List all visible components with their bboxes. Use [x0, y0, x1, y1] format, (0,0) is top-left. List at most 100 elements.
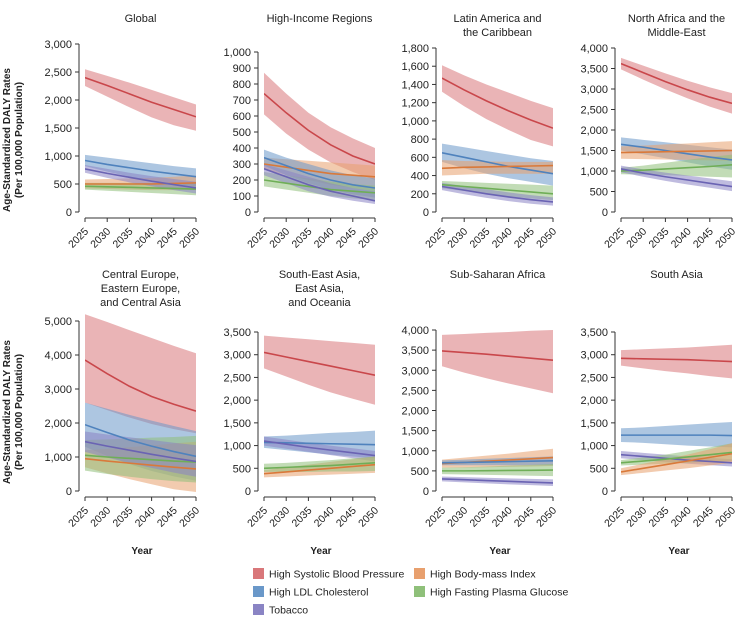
x-tick-label: 2035 [290, 226, 315, 251]
y-tick-label: 1,500 [580, 418, 608, 430]
y-tick-label: 2,000 [44, 95, 72, 107]
plot-area [621, 57, 732, 192]
x-tick-label: 2025 [602, 505, 627, 530]
y-axis-label-bottom-line2: (Per 100,000 Population) [14, 354, 25, 470]
plot-area [264, 72, 375, 204]
panel: Central Europe, Eastern Europe, and Centra… [44, 269, 202, 530]
y-tick-label: 4,000 [44, 350, 72, 362]
x-tick-label: 2050 [356, 226, 381, 251]
line-sbp [442, 350, 553, 361]
y-tick-label: 1,000 [44, 452, 72, 464]
y-tick-label: 2,000 [580, 395, 608, 407]
panel: Sub-Saharan Africa 0 500 1,000 1,500 2,000 2,5… [401, 269, 559, 530]
band-sbp [85, 314, 196, 434]
x-tick-label: 2030 [267, 505, 292, 530]
y-tick-label: 600 [233, 111, 251, 123]
line-tob [264, 168, 375, 202]
x-axis-label-1: Year [131, 546, 152, 557]
x-tick-label: 2050 [534, 505, 559, 530]
y-tick-label: 1,500 [401, 426, 429, 438]
legend: High Systolic Blood Pressure High Body-ma… [253, 568, 568, 617]
line-tob [85, 168, 196, 189]
x-tick-label: 2045 [155, 226, 180, 251]
x-tick-label: 2040 [669, 226, 694, 251]
x-tick-label: 2025 [423, 226, 448, 251]
y-tick-label: 3,000 [44, 384, 72, 396]
x-tick-label: 2035 [111, 226, 136, 251]
line-bmi [85, 457, 196, 470]
x-tick-label: 2030 [445, 226, 470, 251]
x-tick-label: 2035 [647, 226, 672, 251]
y-tick-label: 900 [233, 63, 251, 75]
plot-area [85, 314, 196, 493]
x-axis-label-4: Year [668, 546, 689, 557]
x-tick-label: 2035 [647, 505, 672, 530]
y-tick-label: 3,500 [223, 327, 251, 339]
panel: North Africa and the Middle-East 0 500 1,000… [580, 13, 738, 251]
y-tick-label: 2,000 [223, 395, 251, 407]
x-tick-label: 2040 [312, 505, 337, 530]
legend-swatch [414, 568, 425, 579]
band-sbp [621, 344, 732, 379]
legend-swatch [253, 604, 264, 615]
panels: Global05001,0001,5002,0002,5003,00020252… [44, 13, 738, 530]
legend-item-sbp: High Systolic Blood Pressure [253, 568, 405, 581]
y-tick-label: 500 [590, 187, 608, 199]
line-fpg [621, 451, 732, 464]
y-tick-label: 0 [423, 207, 429, 219]
legend-item-ldl: High LDL Cholesterol [253, 586, 368, 599]
y-tick-label: 500 [590, 463, 608, 475]
x-axis-label-3: Year [489, 546, 510, 557]
legend-label: Tobacco [269, 605, 308, 617]
y-tick-label: 3,500 [401, 345, 429, 357]
line-sbp [442, 77, 553, 129]
y-tick-label: 400 [411, 171, 429, 183]
line-ldl [85, 423, 196, 458]
y-tick-label: 3,500 [580, 64, 608, 76]
x-tick-label: 2025 [245, 505, 270, 530]
x-tick-label: 2050 [356, 505, 381, 530]
x-axis-label-2: Year [310, 546, 331, 557]
y-axis-label-bottom-line1: Age-Standardized DALY Rates [2, 340, 13, 484]
y-axis-label-top: Age-Standardized DALY Rates (Per 100,000… [2, 68, 25, 212]
line-ldl [85, 159, 196, 178]
line-sbp [264, 351, 375, 376]
y-tick-label: 1,200 [401, 98, 429, 110]
line-tob [442, 185, 553, 203]
y-tick-label: 400 [233, 143, 251, 155]
y-tick-label: 5,000 [44, 316, 72, 328]
panel-title-line: High-Income Regions [267, 13, 373, 25]
y-tick-label: 0 [66, 207, 72, 219]
x-tick-label: 2035 [111, 505, 136, 530]
panel-title-line: East Asia, [295, 283, 344, 295]
y-tick-label: 2,000 [401, 406, 429, 418]
line-bmi [85, 182, 196, 185]
x-tick-label: 2045 [155, 505, 180, 530]
y-tick-label: 2,500 [44, 67, 72, 79]
panel-title-line: Latin America and [453, 13, 541, 25]
y-tick-label: 1,600 [401, 61, 429, 73]
y-tick-label: 200 [411, 189, 429, 201]
y-tick-label: 600 [411, 152, 429, 164]
x-tick-label: 2045 [334, 505, 359, 530]
band-fpg [264, 456, 375, 472]
y-tick-label: 1,500 [580, 146, 608, 158]
y-tick-label: 1,400 [401, 79, 429, 91]
x-tick-label: 2045 [512, 505, 537, 530]
panel-title: Latin America and the Caribbean [453, 13, 541, 39]
x-tick-label: 2040 [490, 505, 515, 530]
panel-title-line: South-East Asia, [279, 269, 360, 281]
line-fpg [85, 185, 196, 190]
legend-label: High Body-mass Index [430, 569, 536, 581]
panel-title-line: Central Europe, [102, 269, 179, 281]
panel: South Asia 0 500 1,000 1,500 2,000 2,500 3,000 3… [580, 269, 738, 530]
x-tick-label: 2040 [312, 226, 337, 251]
band-sbp [85, 69, 196, 131]
x-tick-label: 2030 [624, 226, 649, 251]
line-tob [442, 478, 553, 484]
y-tick-label: 3,500 [580, 327, 608, 339]
y-tick-label: 1,000 [223, 47, 251, 59]
legend-item-bmi: High Body-mass Index [414, 568, 536, 581]
legend-swatch [253, 568, 264, 579]
x-tick-label: 2035 [468, 505, 493, 530]
